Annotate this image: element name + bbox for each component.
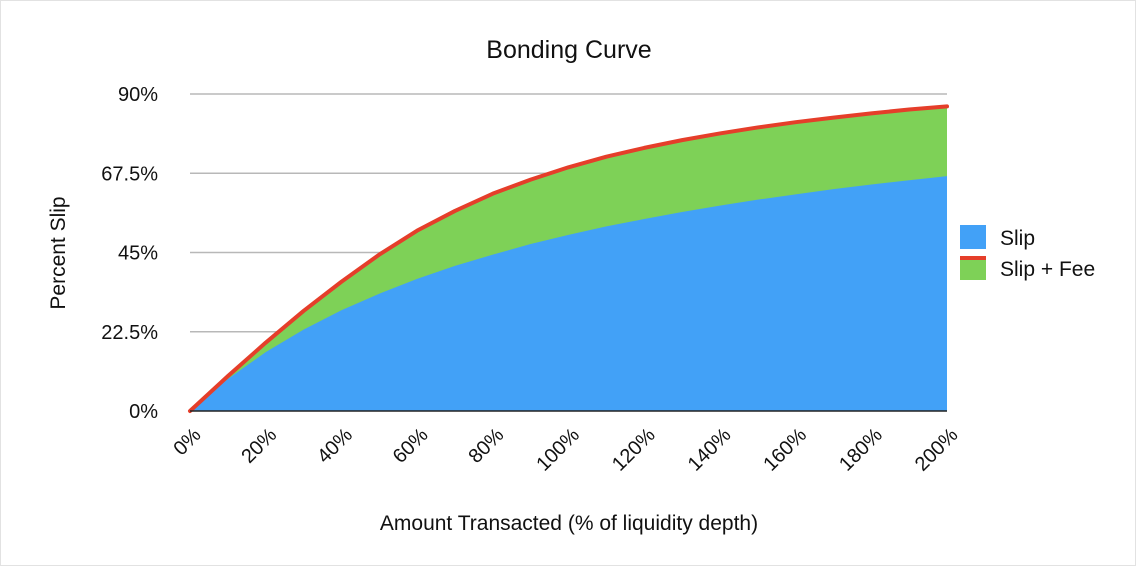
x-tick-label: 140% bbox=[684, 424, 736, 476]
y-tick-labels: 0% 22.5% 45% 67.5% 90% bbox=[101, 84, 158, 423]
x-tick-label: 100% bbox=[532, 424, 584, 476]
chart-title: Bonding Curve bbox=[486, 36, 651, 64]
legend-swatch-slip bbox=[960, 225, 986, 249]
x-tick-label: 60% bbox=[389, 424, 433, 468]
slip-area bbox=[190, 176, 947, 411]
y-tick-label: 90% bbox=[118, 84, 158, 106]
x-tick-label: 0% bbox=[170, 424, 206, 460]
legend-label-slip: Slip bbox=[1000, 227, 1035, 250]
series-areas bbox=[188, 104, 949, 413]
x-tick-label: 160% bbox=[759, 424, 811, 476]
x-tick-label: 20% bbox=[237, 424, 281, 468]
y-tick-label: 0% bbox=[129, 401, 158, 423]
legend: Slip Slip + Fee bbox=[960, 225, 1095, 281]
x-tick-label: 180% bbox=[835, 424, 887, 476]
legend-swatch-slip-fee-line bbox=[960, 256, 986, 260]
y-axis-label: Percent Slip bbox=[47, 196, 70, 309]
legend-label-slip-fee: Slip + Fee bbox=[1000, 258, 1095, 281]
x-tick-labels: 0% 20% 40% 60% 80% 100% 120% 140% 160% 180% 200% bbox=[170, 424, 963, 476]
y-tick-label: 67.5% bbox=[101, 163, 158, 185]
y-tick-label: 22.5% bbox=[101, 322, 158, 344]
y-tick-label: 45% bbox=[118, 243, 158, 265]
x-tick-label: 120% bbox=[608, 424, 660, 476]
x-tick-label: 200% bbox=[911, 424, 963, 476]
x-tick-label: 80% bbox=[464, 424, 508, 468]
x-axis-label: Amount Transacted (% of liquidity depth) bbox=[380, 512, 758, 535]
slip-fee-line bbox=[188, 104, 949, 413]
x-tick-label: 40% bbox=[313, 424, 357, 468]
